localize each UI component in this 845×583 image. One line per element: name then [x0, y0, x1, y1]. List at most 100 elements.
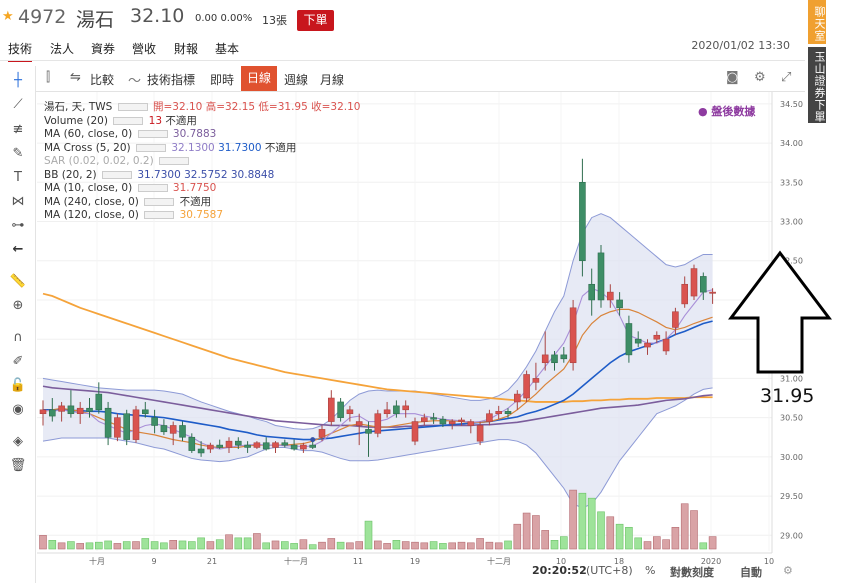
price-change: 0.00 0.00%: [195, 13, 253, 24]
candle-body: [402, 405, 410, 411]
volume-bar: [550, 540, 559, 550]
volume-bar: [597, 511, 605, 550]
tab-institutional[interactable]: 法人: [50, 42, 75, 56]
volume-bar: [652, 536, 661, 550]
candle-body: [393, 405, 400, 415]
candle-body: [114, 417, 121, 438]
eye-icon[interactable]: ◉: [12, 402, 24, 417]
y-tick-label: 33.50: [780, 178, 803, 187]
legend-controls-icon[interactable]: [135, 143, 166, 152]
settings-small-icon[interactable]: ⚙: [783, 564, 793, 577]
brush-icon[interactable]: ✎: [12, 146, 24, 161]
candle-body: [504, 411, 512, 415]
volume-bar: [178, 540, 187, 550]
zoom-in-icon[interactable]: ⊕: [12, 298, 24, 313]
camera-icon[interactable]: ◙: [726, 70, 739, 85]
volume-bar: [643, 541, 652, 550]
candle-type-icon[interactable]: ⫿: [46, 70, 51, 85]
settings-gear-icon[interactable]: ⚙: [754, 70, 766, 85]
fib-icon[interactable]: ≢: [12, 122, 24, 137]
trendline-icon[interactable]: ⟋: [13, 97, 23, 112]
percent-toggle[interactable]: %: [645, 564, 656, 577]
indicator-icon[interactable]: 〜: [128, 74, 142, 89]
volume-bar: [308, 544, 317, 550]
candle-body: [318, 429, 326, 438]
candle-body: [532, 378, 540, 383]
after-hours-link[interactable]: ● 盤後數據: [698, 105, 756, 118]
x-tick-label: 十月: [89, 556, 105, 566]
x-tick-label: 10: [556, 557, 566, 566]
legend-ma240-label: MA (240, close, 0): [44, 195, 139, 208]
legend-volume-value: 13: [148, 114, 163, 127]
tab-technical[interactable]: 技術: [8, 40, 33, 62]
text-tool-icon[interactable]: T: [14, 170, 22, 185]
legend-controls-icon[interactable]: [137, 184, 168, 192]
legend-controls-icon[interactable]: [137, 130, 168, 138]
ruler-icon[interactable]: 📏: [9, 274, 27, 289]
layers-icon[interactable]: ◈: [13, 434, 23, 449]
candle-body: [132, 409, 140, 440]
pattern-icon[interactable]: ⋈: [11, 194, 25, 209]
draw-lock-icon[interactable]: ✐: [12, 354, 24, 369]
volume-bar: [420, 542, 429, 550]
volume-bar: [532, 515, 540, 550]
y-tick-label: 33.00: [780, 218, 803, 227]
chat-room-button[interactable]: 聊天室: [808, 0, 826, 44]
weekly-button[interactable]: 週線: [284, 73, 309, 87]
monthly-button[interactable]: 月線: [320, 73, 345, 87]
tab-margin[interactable]: 資券: [91, 42, 116, 56]
candle-body: [420, 417, 428, 422]
volume-bar: [132, 541, 140, 550]
candle-body: [327, 397, 335, 422]
volume-bar: [373, 540, 382, 550]
magnet-icon[interactable]: ∩: [13, 330, 23, 345]
indicators-button[interactable]: 技術指標: [147, 73, 196, 87]
fullscreen-icon[interactable]: ⤢: [781, 70, 792, 85]
auto-scale-toggle[interactable]: 自動: [740, 566, 762, 579]
back-arrow-icon[interactable]: ←: [12, 242, 24, 257]
favorite-star-icon[interactable]: ★: [2, 9, 14, 24]
tab-revenue[interactable]: 營收: [132, 42, 157, 56]
log-scale-toggle[interactable]: 對數刻度: [670, 566, 714, 579]
measure-icon[interactable]: ⊶: [11, 218, 25, 233]
volume-bar: [494, 542, 503, 550]
order-button[interactable]: 下單: [297, 10, 334, 31]
legend-ma60-label: MA (60, close, 0): [44, 128, 133, 140]
y-tick-label: 32.50: [780, 257, 803, 266]
volume-bar: [48, 540, 57, 550]
drawing-toolbar: ┼ ⟋ ≢ ✎ T ⋈ ⊶ ← 📏 ⊕ ∩ ✐ 🔓 ◉ ◈ 🗑: [0, 66, 36, 583]
volume-bar: [113, 543, 122, 550]
legend-controls-icon[interactable]: [144, 211, 175, 219]
candle-body: [337, 401, 344, 418]
legend-close: 收=32.10: [311, 101, 361, 113]
volume-bar: [122, 541, 131, 550]
volume-bar: [94, 541, 103, 550]
y-tick-label: 29.50: [780, 492, 803, 501]
realtime-button[interactable]: 即時: [210, 73, 235, 87]
volume-bar: [448, 542, 457, 550]
candle-body: [662, 338, 670, 352]
legend-controls-icon[interactable]: [113, 116, 144, 125]
compare-icon[interactable]: ⇋: [70, 70, 81, 85]
candle-body: [458, 419, 465, 422]
legend-controls-icon[interactable]: [159, 157, 190, 165]
candle-body: [309, 444, 317, 448]
candle-body: [95, 393, 103, 411]
lock-icon[interactable]: 🔓: [9, 378, 27, 393]
legend-controls-icon[interactable]: [102, 170, 132, 179]
x-tick-label: 9: [151, 557, 156, 566]
tab-financials[interactable]: 財報: [174, 42, 199, 56]
trash-icon[interactable]: 🗑: [9, 458, 27, 473]
crosshair-icon[interactable]: ┼: [14, 73, 22, 88]
compare-button[interactable]: 比較: [90, 73, 115, 87]
legend-controls-icon[interactable]: [144, 197, 175, 206]
volume-bar: [708, 536, 717, 550]
tab-basic[interactable]: 基本: [215, 42, 240, 56]
legend-ma60-value: 30.7883: [172, 128, 217, 140]
legend-controls-icon[interactable]: [117, 103, 148, 111]
volume-bar: [429, 541, 438, 550]
candle-body: [551, 354, 558, 364]
volume-bar: [569, 489, 577, 550]
daily-button[interactable]: 日線: [241, 66, 278, 91]
broker-order-button[interactable]: 玉山證券下單: [808, 47, 826, 123]
